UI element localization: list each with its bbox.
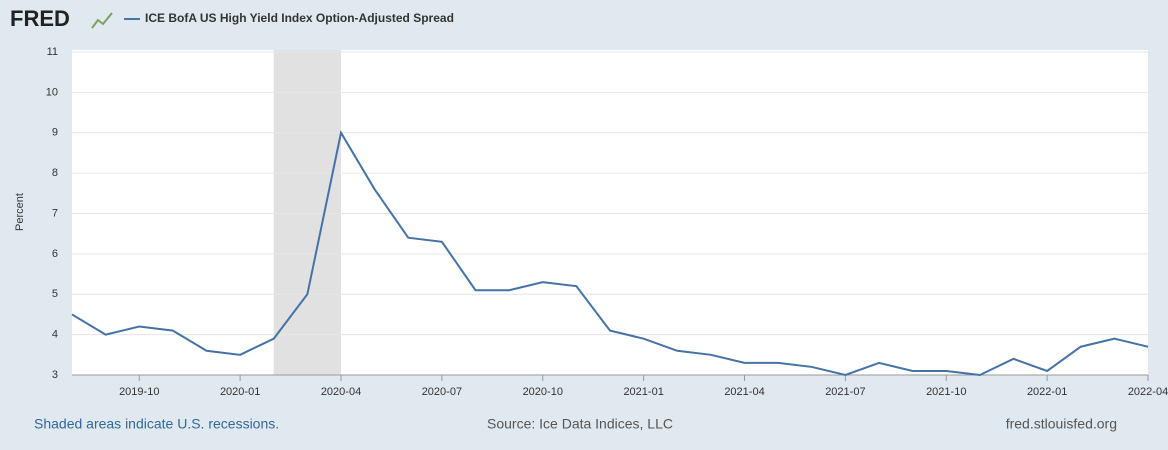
y-tick-label: 11	[47, 46, 58, 58]
footer-url: fred.stlouisfed.org	[1006, 416, 1117, 432]
y-tick-label: 10	[46, 86, 58, 98]
y-tick-label: 8	[52, 167, 58, 179]
x-tick-label: 2021-04	[724, 386, 764, 398]
x-tick-label: 2020-07	[422, 386, 462, 398]
x-tick-label: 2021-01	[623, 386, 663, 398]
logo-icon	[91, 12, 113, 29]
chart-title: ICE BofA US High Yield Index Option-Adju…	[145, 11, 454, 25]
recession-shade	[273, 50, 341, 375]
y-tick-label: 4	[52, 329, 58, 341]
x-tick-label: 2020-04	[321, 386, 361, 398]
x-tick-label: 2022-01	[1027, 386, 1067, 398]
x-tick-label: 2020-10	[523, 386, 563, 398]
y-tick-label: 6	[52, 248, 58, 260]
x-tick-label: 2022-04	[1128, 386, 1168, 398]
y-tick-label: 7	[52, 207, 58, 219]
footer-source: Source: Ice Data Indices, LLC	[487, 416, 673, 432]
y-tick-label: 9	[52, 127, 58, 139]
x-tick-label: 2021-07	[825, 386, 865, 398]
y-tick-label: 5	[52, 288, 58, 300]
x-tick-label: 2019-10	[119, 386, 159, 398]
plot-area	[72, 50, 1148, 375]
footer-note: Shaded areas indicate U.S. recessions.	[34, 416, 279, 432]
series-line	[71, 130, 1149, 377]
x-tick-label: 2021-10	[926, 386, 966, 398]
y-axis-label: Percent	[14, 193, 26, 231]
y-tick-label: 3	[52, 369, 58, 381]
logo: FRED	[10, 6, 70, 31]
x-tick-label: 2020-01	[220, 386, 260, 398]
